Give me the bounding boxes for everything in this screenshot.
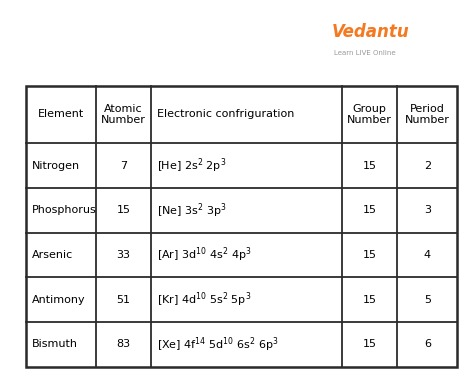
Text: Period
Number: Period Number xyxy=(405,104,450,125)
Text: 33: 33 xyxy=(117,250,131,260)
Text: 15: 15 xyxy=(363,294,376,305)
Text: [Kr] 4d$^{10}$ 5s$^2$ 5p$^3$: [Kr] 4d$^{10}$ 5s$^2$ 5p$^3$ xyxy=(157,290,251,309)
Text: 15: 15 xyxy=(363,205,376,215)
Text: Arsenic: Arsenic xyxy=(32,250,73,260)
Text: [Xe] 4f$^{14}$ 5d$^{10}$ 6s$^2$ 6p$^3$: [Xe] 4f$^{14}$ 5d$^{10}$ 6s$^2$ 6p$^3$ xyxy=(157,335,279,354)
Text: 51: 51 xyxy=(117,294,131,305)
Text: [Ar] 3d$^{10}$ 4s$^2$ 4p$^3$: [Ar] 3d$^{10}$ 4s$^2$ 4p$^3$ xyxy=(157,245,252,264)
Text: 15: 15 xyxy=(363,250,376,260)
Text: 15: 15 xyxy=(363,339,376,349)
Text: Element: Element xyxy=(38,109,84,119)
Text: Bismuth: Bismuth xyxy=(32,339,78,349)
Text: 15: 15 xyxy=(363,161,376,171)
Text: Group
Number: Group Number xyxy=(347,104,392,125)
Text: Vedantu: Vedantu xyxy=(332,23,410,41)
Text: Phosphorus: Phosphorus xyxy=(32,205,97,215)
Text: [He] 2s$^2$ 2p$^3$: [He] 2s$^2$ 2p$^3$ xyxy=(157,156,227,175)
Text: 4: 4 xyxy=(424,250,431,260)
Bar xyxy=(26,86,457,367)
Text: Learn LIVE Online: Learn LIVE Online xyxy=(334,50,396,56)
Text: Nitrogen: Nitrogen xyxy=(32,161,80,171)
Text: [Ne] 3s$^2$ 3p$^3$: [Ne] 3s$^2$ 3p$^3$ xyxy=(157,201,227,220)
Text: Antimony: Antimony xyxy=(32,294,85,305)
Text: 15: 15 xyxy=(117,205,131,215)
Text: 3: 3 xyxy=(424,205,431,215)
Text: 7: 7 xyxy=(120,161,127,171)
Text: 6: 6 xyxy=(424,339,431,349)
Text: 83: 83 xyxy=(117,339,131,349)
Text: 2: 2 xyxy=(424,161,431,171)
Text: 5: 5 xyxy=(424,294,431,305)
Text: Electronic confriguration: Electronic confriguration xyxy=(157,109,294,119)
Text: Atomic
Number: Atomic Number xyxy=(101,104,146,125)
